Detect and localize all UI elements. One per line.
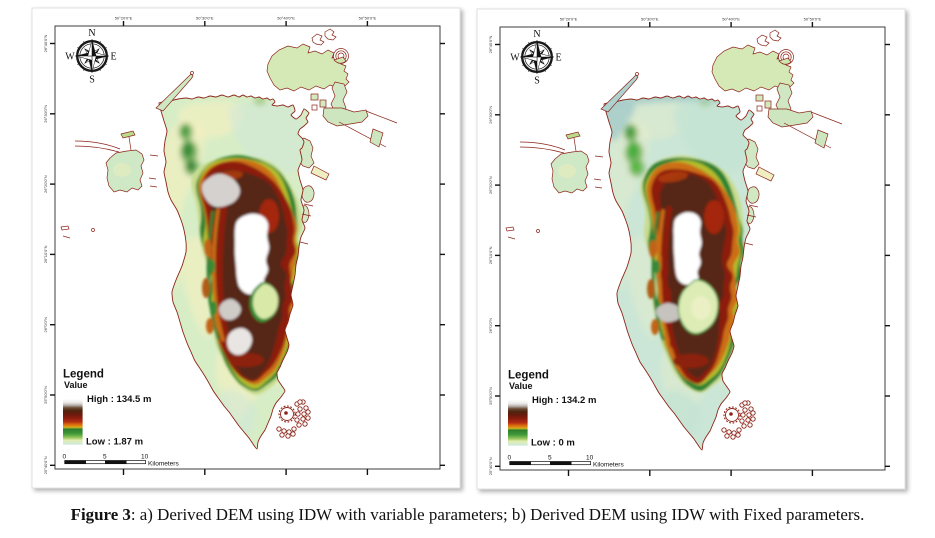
svg-text:25°50'0"N: 25°50'0"N <box>43 386 48 404</box>
svg-text:26°0'0"N: 26°0'0"N <box>488 318 493 334</box>
svg-text:W: W <box>510 53 520 64</box>
svg-text:High : 134.5 m: High : 134.5 m <box>87 394 151 405</box>
svg-text:Low : 1.87 m: Low : 1.87 m <box>86 437 143 448</box>
svg-text:50°50'0"E: 50°50'0"E <box>804 17 822 22</box>
svg-text:26°30'0"N: 26°30'0"N <box>488 106 493 124</box>
svg-text:10: 10 <box>141 454 149 461</box>
svg-text:Low : 0 m: Low : 0 m <box>531 438 575 449</box>
svg-text:25°40'0"N: 25°40'0"N <box>43 456 48 474</box>
svg-text:Kilometers: Kilometers <box>148 461 179 468</box>
svg-text:50°50'0"E: 50°50'0"E <box>359 16 377 21</box>
svg-text:25°50'0"N: 25°50'0"N <box>488 387 493 405</box>
svg-text:N: N <box>533 29 540 40</box>
svg-text:Legend: Legend <box>508 370 549 382</box>
svg-text:26°30'0"N: 26°30'0"N <box>43 105 48 123</box>
svg-text:5: 5 <box>103 454 107 461</box>
svg-text:E: E <box>555 53 561 64</box>
svg-text:26°20'0"N: 26°20'0"N <box>43 175 48 193</box>
svg-text:25°40'0"N: 25°40'0"N <box>488 457 493 475</box>
svg-text:S: S <box>534 76 540 87</box>
svg-text:50°20'0"E: 50°20'0"E <box>115 16 133 21</box>
svg-text:10: 10 <box>586 455 594 462</box>
svg-text:26°10'0"N: 26°10'0"N <box>488 246 493 264</box>
svg-text:26°20'0"N: 26°20'0"N <box>488 176 493 194</box>
svg-text:50°30'0"E: 50°30'0"E <box>641 17 659 22</box>
svg-text:50°40'0"E: 50°40'0"E <box>722 17 740 22</box>
svg-text:26°0'0"N: 26°0'0"N <box>43 317 48 333</box>
svg-text:Legend: Legend <box>63 369 104 381</box>
svg-text:0: 0 <box>508 455 512 462</box>
svg-text:E: E <box>110 52 116 63</box>
svg-text:26°10'0"N: 26°10'0"N <box>43 245 48 263</box>
svg-text:High : 134.2 m: High : 134.2 m <box>532 395 596 406</box>
svg-text:50°40'0"E: 50°40'0"E <box>277 16 295 21</box>
svg-text:S: S <box>89 75 95 86</box>
svg-text:5: 5 <box>548 455 552 462</box>
svg-text:W: W <box>65 52 75 63</box>
svg-text:50°20'0"E: 50°20'0"E <box>560 17 578 22</box>
svg-text:50°30'0"E: 50°30'0"E <box>196 16 214 21</box>
svg-text:26°40'0"N: 26°40'0"N <box>488 35 493 53</box>
svg-text:Value: Value <box>509 381 533 391</box>
svg-text:Kilometers: Kilometers <box>593 462 624 469</box>
svg-text:Value: Value <box>64 380 88 390</box>
svg-text:26°40'0"N: 26°40'0"N <box>43 34 48 52</box>
svg-text:0: 0 <box>63 454 67 461</box>
svg-text:N: N <box>88 28 95 39</box>
